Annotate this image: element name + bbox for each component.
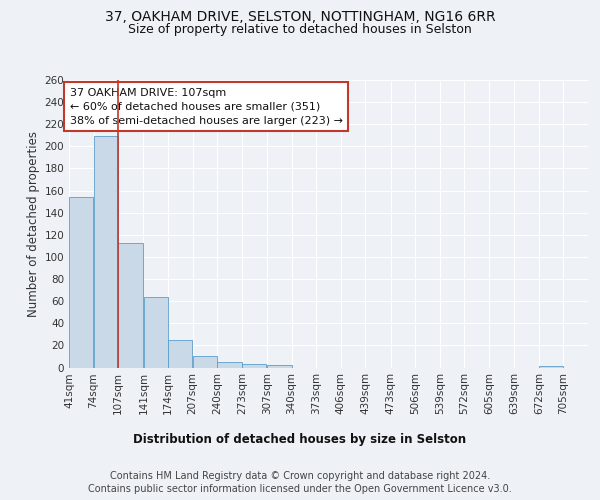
Bar [69, 197, 94, 368]
Bar [242, 364, 266, 368]
Text: 37 OAKHAM DRIVE: 107sqm
← 60% of detached houses are smaller (351)
38% of semi-d: 37 OAKHAM DRIVE: 107sqm ← 60% of detache… [70, 88, 343, 126]
Bar [193, 356, 217, 368]
Text: Distribution of detached houses by size in Selston: Distribution of detached houses by size … [133, 432, 467, 446]
Y-axis label: Number of detached properties: Number of detached properties [27, 130, 40, 317]
Bar [94, 136, 118, 368]
Bar [217, 362, 242, 368]
Text: Contains public sector information licensed under the Open Government Licence v3: Contains public sector information licen… [88, 484, 512, 494]
Bar [143, 296, 168, 368]
Bar [539, 366, 563, 368]
Bar [118, 242, 143, 368]
Text: Contains HM Land Registry data © Crown copyright and database right 2024.: Contains HM Land Registry data © Crown c… [110, 471, 490, 481]
Bar [168, 340, 193, 367]
Bar [267, 366, 292, 368]
Text: 37, OAKHAM DRIVE, SELSTON, NOTTINGHAM, NG16 6RR: 37, OAKHAM DRIVE, SELSTON, NOTTINGHAM, N… [104, 10, 496, 24]
Text: Size of property relative to detached houses in Selston: Size of property relative to detached ho… [128, 22, 472, 36]
